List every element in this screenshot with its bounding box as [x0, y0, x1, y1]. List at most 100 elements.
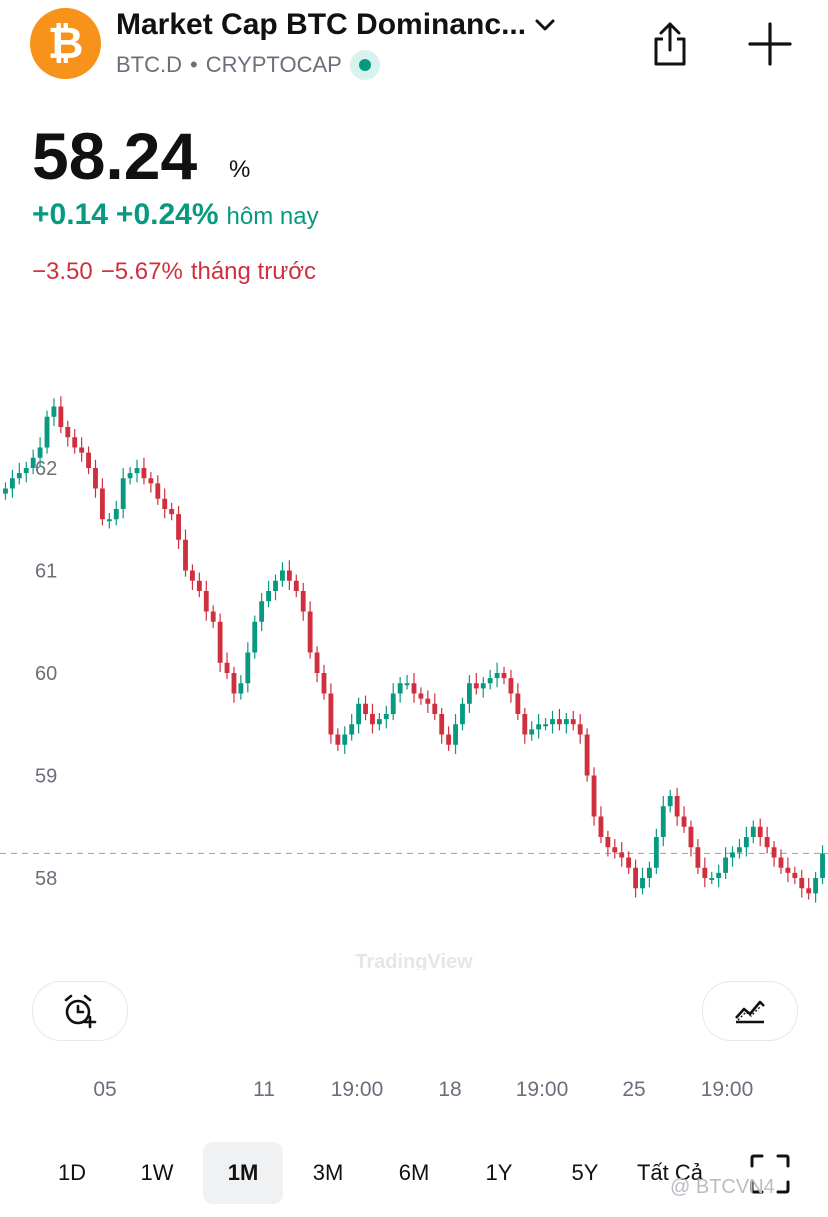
add-button[interactable] [742, 16, 798, 72]
candle-body [397, 683, 403, 694]
candle-body [86, 452, 91, 468]
candle-body [321, 673, 327, 694]
x-tick: 05 [93, 1078, 117, 1101]
range-label: 1D [57, 1160, 87, 1185]
candle-body [51, 406, 57, 417]
indicators-icon [735, 1000, 765, 1024]
candle-body [674, 796, 680, 817]
candle-body [432, 703, 438, 714]
candle-body [473, 683, 479, 689]
range-6m[interactable]: 6M [374, 1142, 454, 1204]
candle-body [93, 468, 98, 489]
range-3m[interactable]: 3M [288, 1142, 368, 1204]
candle-body [702, 867, 708, 878]
candle-body [293, 580, 299, 591]
candle-body [806, 888, 812, 894]
range-label: 3M [312, 1160, 344, 1185]
candle-body [307, 611, 313, 653]
range-label: 6M [398, 1160, 430, 1185]
candle-body [460, 703, 465, 725]
tradingview-watermark: TradingView [355, 951, 473, 970]
candle-body [466, 683, 472, 704]
candle-body [605, 837, 611, 848]
candle-body [99, 488, 105, 520]
price-chart[interactable]: 62 61 60 59 58 TradingView [0, 330, 828, 970]
fullscreen-button[interactable] [748, 1152, 792, 1196]
candle-body [501, 673, 507, 679]
range-label: 1Y [485, 1160, 513, 1185]
symbol-subtitle: BTC.D • CRYPTOCAP [116, 50, 380, 80]
x-tick: 19:00 [330, 1078, 384, 1101]
candle-body [141, 468, 147, 479]
candle-body [231, 673, 237, 694]
candle-body [792, 872, 798, 878]
candle-body [120, 478, 126, 509]
candle-body [106, 519, 112, 522]
candle-body [743, 837, 749, 848]
range-1d[interactable]: 1D [32, 1142, 112, 1204]
symbol-title[interactable]: Market Cap BTC Dominanc... [116, 8, 556, 42]
candle-body [72, 437, 78, 448]
candle-body [314, 652, 320, 673]
indicators-button[interactable] [702, 981, 798, 1041]
candle-body [494, 673, 500, 679]
bitcoin-icon: ₿ [30, 8, 101, 79]
chevron-down-icon[interactable] [534, 18, 556, 32]
candle-body [113, 509, 119, 520]
candle-body [446, 734, 452, 745]
y-tick: 60 [35, 663, 57, 685]
candle-body [612, 847, 618, 853]
candle-body [162, 498, 168, 509]
candle-body [23, 468, 29, 474]
candle-body [764, 837, 770, 848]
candle-body [543, 724, 548, 727]
range-1w[interactable]: 1W [117, 1142, 197, 1204]
candle-body [695, 847, 701, 868]
candle-body [349, 724, 355, 735]
x-tick: 18 [438, 1078, 462, 1101]
candle-body [411, 683, 417, 694]
candle-body [30, 457, 36, 468]
range-5y[interactable]: 5Y [545, 1142, 625, 1204]
y-tick: 62 [35, 458, 57, 480]
candle-body [730, 852, 735, 858]
candle-body [238, 683, 244, 694]
price-unit: % [229, 156, 251, 183]
candle-body [9, 478, 15, 489]
candles [3, 396, 825, 903]
candle-body [328, 693, 334, 735]
x-tick: 19:00 [700, 1078, 754, 1101]
candle-body [127, 473, 133, 479]
candle-body [563, 719, 569, 725]
candle-body [536, 724, 542, 730]
range-1m[interactable]: 1M [203, 1142, 283, 1204]
alert-button[interactable] [32, 981, 128, 1041]
candle-body [681, 816, 687, 827]
candle-body [584, 734, 590, 776]
candle-body [716, 872, 722, 878]
day-change: +0.14 +0.24% hôm nay [32, 198, 319, 232]
candle-body [439, 714, 445, 735]
candle-body [757, 826, 763, 837]
candle-body [785, 867, 791, 873]
range-1y[interactable]: 1Y [459, 1142, 539, 1204]
candle-body [709, 878, 715, 880]
candle-body [280, 570, 285, 581]
candle-body [196, 580, 202, 591]
candle-body [515, 693, 521, 714]
candle-body [363, 703, 368, 714]
candle-body [529, 729, 535, 735]
x-tick: 19:00 [515, 1078, 569, 1101]
candle-body [300, 591, 306, 612]
candle-body [169, 509, 175, 515]
candle-body [418, 693, 424, 699]
candle-body [570, 719, 576, 725]
share-button[interactable] [642, 16, 698, 72]
candle-body [626, 857, 632, 868]
candle-body [245, 652, 251, 684]
candle-body [58, 406, 64, 427]
candle-body [335, 734, 341, 745]
candle-body [210, 611, 216, 622]
candle-body [342, 734, 348, 745]
range-all[interactable]: Tất Cả [625, 1142, 715, 1204]
